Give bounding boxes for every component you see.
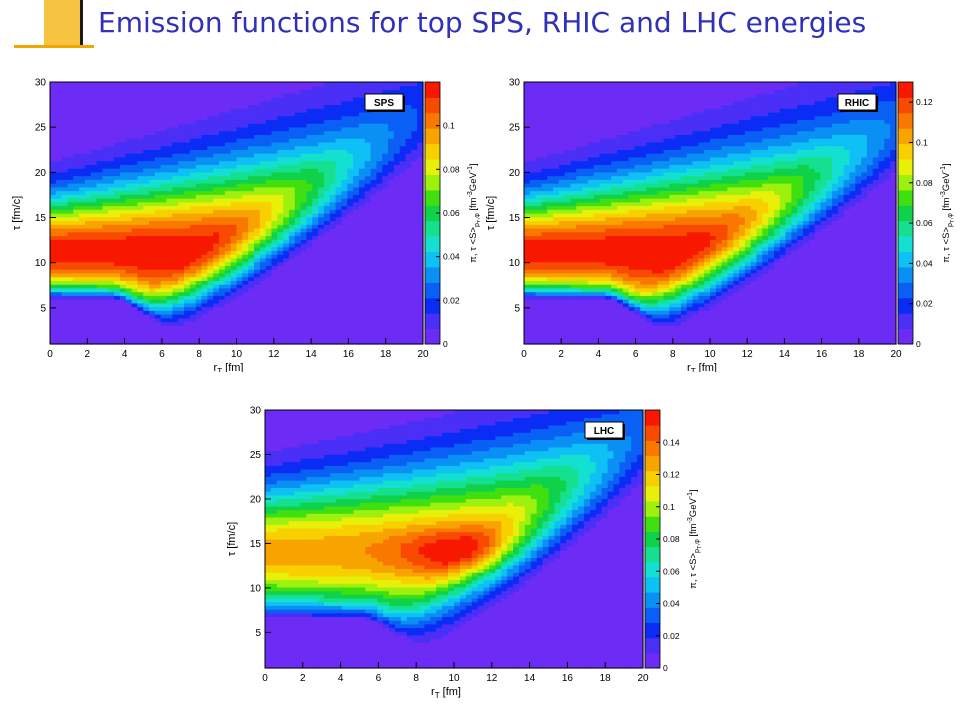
x-tick-label: 12	[268, 349, 280, 360]
x-tick-label: 18	[380, 349, 392, 360]
label-box	[837, 93, 877, 111]
y-tick-label: 30	[509, 78, 521, 89]
y-tick-label: 10	[509, 258, 521, 269]
rhic-heatmap-chart: 0 2 4 6 8 10 12 14 16 18 20 5 10 15 20 25 30 rT [fm] τ [fm…	[485, 78, 956, 373]
x-tick-label: 14	[524, 673, 536, 684]
label-box	[364, 93, 404, 111]
x-axis-label: rT [fm]	[431, 686, 461, 700]
energy-label: RHIC	[845, 98, 869, 109]
z-tick-label: 0.12	[663, 470, 680, 480]
x-tick-label: 18	[600, 673, 612, 684]
z-tick-label: 0.12	[916, 97, 933, 107]
z-tick-label: 0.1	[443, 121, 455, 131]
y-tick-label: 10	[250, 583, 262, 594]
z-tick-label: 0.06	[663, 566, 680, 576]
title-accent-square	[44, 0, 80, 48]
y-axis-label: τ [fm/c]	[11, 196, 23, 230]
x-tick-label: 16	[343, 349, 355, 360]
y-tick-label: 20	[250, 494, 262, 505]
z-tick-label: 0.06	[916, 218, 933, 228]
x-tick-label: 20	[890, 349, 902, 360]
x-tick-label: 2	[558, 349, 564, 360]
y-axis-label: τ [fm/c]	[485, 196, 497, 230]
z-axis-label: π, τ <S>pT,φ [fm-3GeV-1]	[687, 489, 703, 588]
x-tick-label: 14	[779, 349, 791, 360]
x-tick-label: 10	[448, 673, 460, 684]
label-box	[584, 421, 624, 439]
y-tick-label: 25	[509, 123, 521, 134]
x-tick-label: 6	[159, 349, 165, 360]
z-tick-label: 0	[663, 663, 668, 673]
color-bar	[897, 81, 914, 345]
y-tick-label: 10	[35, 258, 47, 269]
x-tick-label: 10	[231, 349, 243, 360]
x-tick-label: 20	[417, 349, 429, 360]
z-axis-label: π, τ <S>pT,φ [fm-3GeV-1]	[467, 163, 480, 262]
y-tick-label: 30	[250, 406, 262, 417]
x-tick-label: 2	[300, 673, 306, 684]
lhc-heatmap-chart: 0 2 4 6 8 10 12 14 16 18 20 5 10 15 20 25 30 rT [fm] τ [fm…	[226, 406, 703, 701]
z-tick-label: 0.02	[443, 295, 460, 305]
x-tick-label: 20	[637, 673, 649, 684]
x-tick-label: 2	[85, 349, 91, 360]
x-tick-label: 10	[704, 349, 716, 360]
heatmap-cells	[50, 82, 424, 345]
y-tick-label: 15	[35, 213, 47, 224]
z-tick-label: 0.06	[443, 208, 460, 218]
z-tick-label: 0.02	[916, 299, 933, 309]
y-tick-label: 20	[509, 168, 521, 179]
z-tick-label: 0	[443, 339, 448, 349]
z-axis-label: π, τ <S>pT,φ [fm-3GeV-1]	[940, 163, 956, 262]
y-axis-label: τ [fm/c]	[226, 522, 238, 556]
y-tick-label: 5	[514, 303, 520, 314]
x-tick-label: 16	[562, 673, 574, 684]
x-tick-label: 4	[596, 349, 602, 360]
x-axis-label: rT [fm]	[214, 362, 244, 372]
y-tick-label: 20	[35, 168, 47, 179]
z-tick-label: 0.08	[443, 164, 460, 174]
z-tick-label: 0.1	[916, 137, 928, 147]
title-accent-horizontal-line	[14, 45, 94, 48]
x-tick-label: 6	[633, 349, 639, 360]
energy-label: LHC	[594, 426, 615, 437]
x-tick-label: 8	[196, 349, 202, 360]
x-tick-label: 4	[122, 349, 128, 360]
x-tick-label: 8	[413, 673, 419, 684]
x-axis-label: rT [fm]	[687, 362, 717, 372]
y-tick-label: 25	[250, 450, 262, 461]
z-tick-label: 0.1	[663, 502, 675, 512]
x-tick-label: 0	[262, 673, 268, 684]
title-accent-vertical-line	[80, 0, 83, 48]
x-tick-label: 14	[306, 349, 318, 360]
x-tick-label: 12	[742, 349, 754, 360]
y-tick-label: 5	[40, 303, 46, 314]
x-tick-label: 4	[338, 673, 344, 684]
z-tick-label: 0.08	[916, 178, 933, 188]
x-tick-label: 18	[853, 349, 865, 360]
y-tick-label: 30	[35, 78, 47, 89]
x-tick-label: 12	[486, 673, 498, 684]
x-tick-label: 6	[376, 673, 382, 684]
slide-title: Emission functions for top SPS, RHIC and…	[98, 6, 867, 39]
z-tick-label: 0.04	[916, 258, 933, 268]
heatmap-cells	[265, 410, 644, 669]
y-tick-label: 15	[250, 539, 262, 550]
x-tick-label: 16	[816, 349, 828, 360]
y-tick-label: 15	[509, 213, 521, 224]
sps-heatmap-chart: 0 2 4 6 8 10 12 14 16 18 20 5 10 15 20 25 30 rT [fm] τ [fm…	[11, 78, 480, 373]
z-tick-label: 0.04	[443, 252, 460, 262]
y-tick-label: 25	[35, 123, 47, 134]
z-tick-label: 0.14	[663, 437, 680, 447]
heatmap-cells	[524, 82, 897, 345]
z-tick-label: 0.08	[663, 534, 680, 544]
x-tick-label: 0	[47, 349, 53, 360]
x-tick-label: 0	[521, 349, 527, 360]
y-tick-label: 5	[255, 628, 261, 639]
z-tick-label: 0	[916, 339, 921, 349]
z-tick-label: 0.02	[663, 631, 680, 641]
z-tick-label: 0.04	[663, 599, 680, 609]
color-bar	[424, 81, 441, 345]
energy-label: SPS	[374, 98, 394, 109]
x-tick-label: 8	[670, 349, 676, 360]
